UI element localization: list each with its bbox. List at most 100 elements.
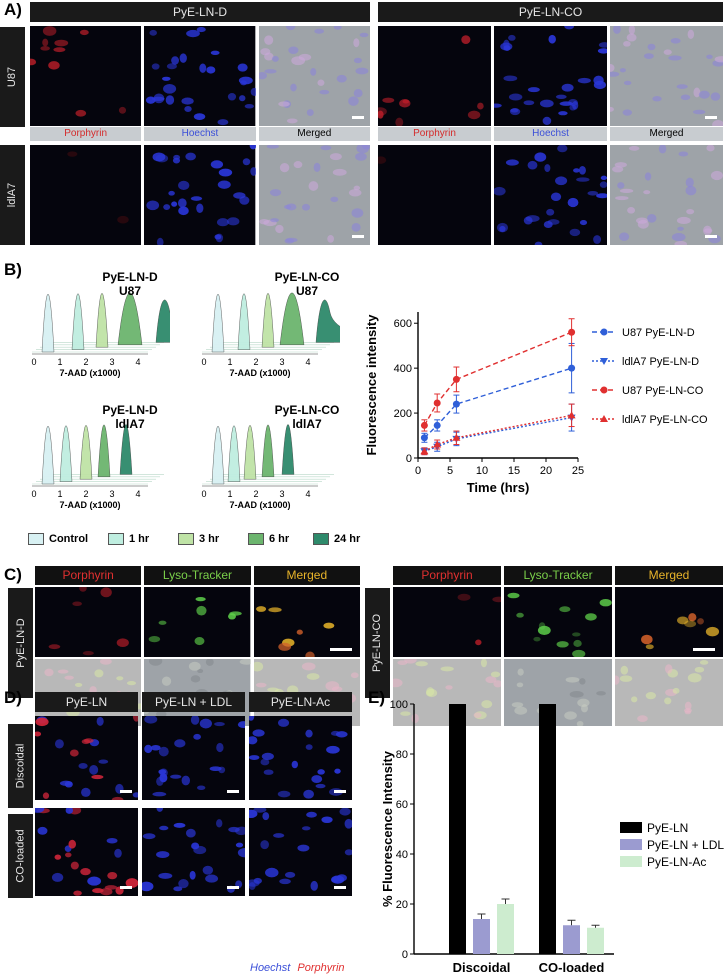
- cell: [264, 69, 277, 74]
- cell: [191, 675, 201, 683]
- cell: [240, 659, 251, 665]
- flow-title-2: PyE-LN-CO U87: [274, 270, 340, 298]
- legend-label: ldlA7 PyE-LN-CO: [622, 414, 708, 426]
- legend-swatch: [108, 533, 124, 545]
- cell: [35, 808, 45, 813]
- flow-x-label: 7-AAD (x1000): [59, 500, 120, 510]
- cell: [572, 632, 581, 637]
- legend-swatch: [28, 533, 44, 545]
- time-legend-item: 6 hr: [248, 533, 289, 545]
- cell: [261, 752, 274, 761]
- cell: [585, 613, 597, 621]
- cell: [623, 80, 632, 86]
- channel-label-merged: Merged: [615, 566, 723, 585]
- cell: [78, 763, 88, 769]
- cell: [445, 685, 453, 690]
- cell: [74, 682, 83, 688]
- flow-tick-label: 4: [305, 489, 310, 499]
- legend-marker: [600, 415, 608, 422]
- cell: [499, 225, 506, 233]
- x-tick-label: 5: [447, 465, 453, 477]
- cell: [674, 240, 688, 245]
- scale-bar: [334, 790, 346, 793]
- cell: [178, 180, 190, 190]
- cell: [262, 812, 270, 821]
- cell: [296, 629, 303, 635]
- cell: [48, 644, 61, 650]
- cell: [162, 76, 171, 81]
- cell: [104, 885, 118, 890]
- cell: [692, 109, 706, 115]
- cell: [596, 691, 606, 696]
- flow-plot-4: 0 1 2 3 4 7-AAD (x1000): [201, 424, 334, 510]
- cell: [703, 225, 712, 236]
- channel-label-lyso-tracker: Lyso-Tracker: [144, 566, 251, 585]
- data-point: [568, 328, 576, 336]
- cell: [69, 749, 79, 757]
- flow-tick-label: 1: [57, 489, 62, 499]
- cell: [218, 180, 232, 189]
- cell: [352, 38, 360, 48]
- cell: [233, 192, 246, 199]
- cell: [457, 593, 471, 601]
- bar: [563, 925, 580, 954]
- cell: [334, 768, 341, 774]
- cell: [619, 232, 630, 241]
- time-legend-item: Control: [28, 533, 88, 545]
- cell: [525, 215, 540, 222]
- flow-title-4: PyE-LN-CO ldlA7: [274, 403, 340, 431]
- cell: [73, 890, 82, 896]
- cell: [467, 110, 481, 120]
- cell: [527, 160, 538, 170]
- y-tick-label: 0: [406, 453, 412, 465]
- scale-bar: [352, 116, 364, 119]
- flow-peak-1 hr: [227, 425, 241, 482]
- panel-c-brightfield-1-0: [393, 659, 501, 726]
- cell: [685, 185, 697, 196]
- flow-x-label: 7-AAD (x1000): [59, 368, 120, 378]
- panel-a-image-u87-0: [378, 26, 491, 126]
- cell: [684, 701, 692, 711]
- cell: [118, 106, 127, 114]
- cell: [477, 102, 484, 110]
- cell: [65, 852, 72, 858]
- panel-a-image-ldla7-0: [378, 145, 491, 245]
- flow-tick-label: 2: [253, 489, 258, 499]
- cell: [615, 196, 629, 201]
- cell: [351, 222, 361, 232]
- y-tick-label: 80: [396, 749, 408, 761]
- cell: [178, 879, 189, 889]
- cell: [40, 46, 50, 51]
- cell: [490, 671, 501, 678]
- image-background: [30, 145, 142, 245]
- cell: [252, 729, 265, 737]
- cell: [279, 878, 291, 885]
- legend-label: 6 hr: [269, 533, 290, 545]
- channel-label-lyso-tracker: Lyso-Tracker: [504, 566, 612, 585]
- cell: [214, 721, 225, 727]
- cell: [98, 759, 109, 764]
- flow-peak-24 hr: [281, 424, 295, 475]
- cell: [89, 764, 99, 775]
- cell: [514, 706, 528, 715]
- cell: [194, 113, 206, 121]
- cell: [685, 177, 694, 188]
- cell: [173, 822, 186, 828]
- cell: [698, 90, 710, 99]
- cell: [658, 145, 667, 154]
- cell: [51, 872, 64, 882]
- cell: [291, 760, 299, 769]
- cell: [353, 88, 363, 98]
- cell: [395, 117, 404, 126]
- cell: [91, 774, 104, 780]
- cell: [493, 680, 501, 688]
- cell: [671, 232, 686, 242]
- legend-label: PyE-LN + LDL: [647, 838, 724, 852]
- channel-label-merged: Merged: [610, 127, 723, 141]
- cell: [271, 55, 279, 62]
- cell: [517, 668, 524, 676]
- cell: [587, 191, 599, 196]
- cell: [277, 101, 290, 107]
- cell: [550, 192, 562, 202]
- cell: [306, 811, 317, 818]
